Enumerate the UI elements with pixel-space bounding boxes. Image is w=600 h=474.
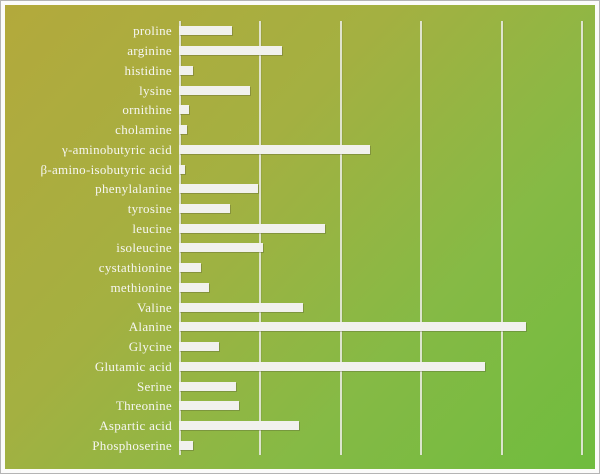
category-label: arginine <box>127 43 172 59</box>
bar-track <box>179 258 595 278</box>
category-label: Serine <box>136 378 172 394</box>
chart-row: leucine <box>5 218 595 238</box>
bar <box>179 184 259 194</box>
vertical-gridline <box>420 21 423 455</box>
bar <box>179 381 237 391</box>
bar <box>179 361 486 371</box>
bar <box>179 322 526 332</box>
category-label: cystathionine <box>98 260 172 276</box>
chart-row: histidine <box>5 60 595 80</box>
chart-row: methionine <box>5 278 595 298</box>
category-label: lysine <box>139 82 172 98</box>
chart-row: arginine <box>5 41 595 61</box>
bar-track <box>179 278 595 298</box>
vertical-gridline <box>500 21 503 455</box>
chart-row: Threonine <box>5 396 595 416</box>
chart-row: Valine <box>5 297 595 317</box>
category-label: ornithine <box>122 102 172 118</box>
bar-track <box>179 120 595 140</box>
chart-row: lysine <box>5 80 595 100</box>
bar <box>179 282 210 292</box>
chart-row: cystathionine <box>5 258 595 278</box>
bar-track <box>179 238 595 258</box>
chart-row: ornithine <box>5 100 595 120</box>
category-label: β-amino-isobutyric acid <box>40 161 172 177</box>
bar <box>179 46 282 56</box>
bar <box>179 223 326 233</box>
chart-row: Aspartic acid <box>5 416 595 436</box>
bar-track <box>179 416 595 436</box>
amino-acid-bar-chart: proline arginine histidine lysine ornithine c… <box>5 5 595 469</box>
bar-track <box>179 337 595 357</box>
bar <box>179 203 231 213</box>
category-label: proline <box>133 23 172 39</box>
category-axis-line <box>179 21 181 455</box>
vertical-gridline <box>581 21 583 455</box>
category-label: Alanine <box>128 319 172 335</box>
category-label: Glycine <box>128 339 172 355</box>
gridlines <box>179 21 589 455</box>
category-label: histidine <box>124 62 172 78</box>
chart-row: Serine <box>5 376 595 396</box>
bar <box>179 401 240 411</box>
bar <box>179 164 185 174</box>
chart-row: isoleucine <box>5 238 595 258</box>
bar-track <box>179 435 595 455</box>
bar <box>179 263 202 273</box>
chart-row: Alanine <box>5 317 595 337</box>
bar <box>179 421 300 431</box>
category-label: cholamine <box>115 122 172 138</box>
chart-row: β-amino-isobutyric acid <box>5 159 595 179</box>
bar <box>179 243 263 253</box>
bar-track <box>179 376 595 396</box>
bar-track <box>179 21 595 41</box>
category-label: Aspartic acid <box>99 418 172 434</box>
bar <box>179 105 190 115</box>
bar <box>179 65 193 75</box>
bar-track <box>179 100 595 120</box>
chart-row: Glutamic acid <box>5 356 595 376</box>
bar-track <box>179 41 595 61</box>
category-label: isoleucine <box>116 240 172 256</box>
category-label: Glutamic acid <box>94 358 172 374</box>
bar-track <box>179 297 595 317</box>
bar <box>179 85 251 95</box>
chart-row: proline <box>5 21 595 41</box>
category-label: Threonine <box>115 398 172 414</box>
bar-track <box>179 356 595 376</box>
bar <box>179 26 233 36</box>
category-label: leucine <box>132 220 172 236</box>
vertical-gridline <box>259 21 262 455</box>
category-label: tyrosine <box>127 200 172 216</box>
category-label: methionine <box>110 279 172 295</box>
bar-track <box>179 199 595 219</box>
chart-row: tyrosine <box>5 199 595 219</box>
bar-track <box>179 317 595 337</box>
bar <box>179 144 370 154</box>
bar-track <box>179 179 595 199</box>
category-label: Valine <box>136 299 172 315</box>
bar <box>179 125 188 135</box>
bar-track <box>179 80 595 100</box>
chart-row: phenylalanine <box>5 179 595 199</box>
chart-row: γ-aminobutyric acid <box>5 139 595 159</box>
bar-track <box>179 159 595 179</box>
bar <box>179 342 220 352</box>
bar-track <box>179 396 595 416</box>
bar-rows: proline arginine histidine lysine ornithine c… <box>5 21 595 455</box>
bar <box>179 302 303 312</box>
category-label: γ-aminobutyric acid <box>62 141 172 157</box>
chart-row: Glycine <box>5 337 595 357</box>
chart-row: cholamine <box>5 120 595 140</box>
vertical-gridline <box>339 21 342 455</box>
chart-row: Phosphoserine <box>5 435 595 455</box>
category-label: phenylalanine <box>95 181 172 197</box>
bar <box>179 440 194 450</box>
bar-track <box>179 218 595 238</box>
bar-track <box>179 60 595 80</box>
category-label: Phosphoserine <box>92 437 172 453</box>
bar-track <box>179 139 595 159</box>
